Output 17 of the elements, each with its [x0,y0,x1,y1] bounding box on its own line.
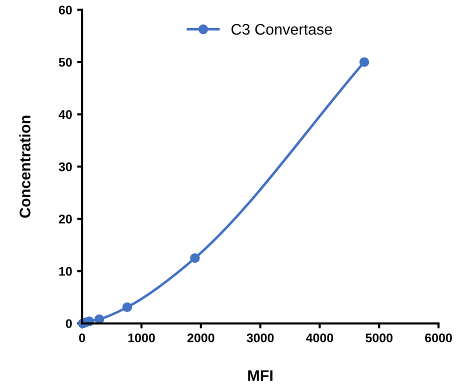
x-tick-label: 2000 [187,333,214,342]
y-tick-label: 40 [58,110,72,119]
x-tick-label: 4000 [306,333,334,342]
x-tick-label: 0 [79,333,86,342]
x-tick-label: 3000 [246,333,274,342]
y-tick-label: 0 [66,319,72,328]
x-tick-label: 6000 [425,333,452,342]
x-tick-label: 1000 [128,333,155,342]
y-axis-title: Concentration [19,116,30,218]
y-tick-label: 60 [58,6,72,14]
y-tick-label: 30 [58,162,72,172]
x-tick-label: 5000 [366,333,392,342]
legend-label: C3 Convertase [232,24,332,35]
y-tick-label: 10 [59,266,72,276]
x-axis-title: MFI [248,370,272,381]
y-tick-label: 20 [58,214,72,224]
y-tick-label: 50 [58,58,72,67]
